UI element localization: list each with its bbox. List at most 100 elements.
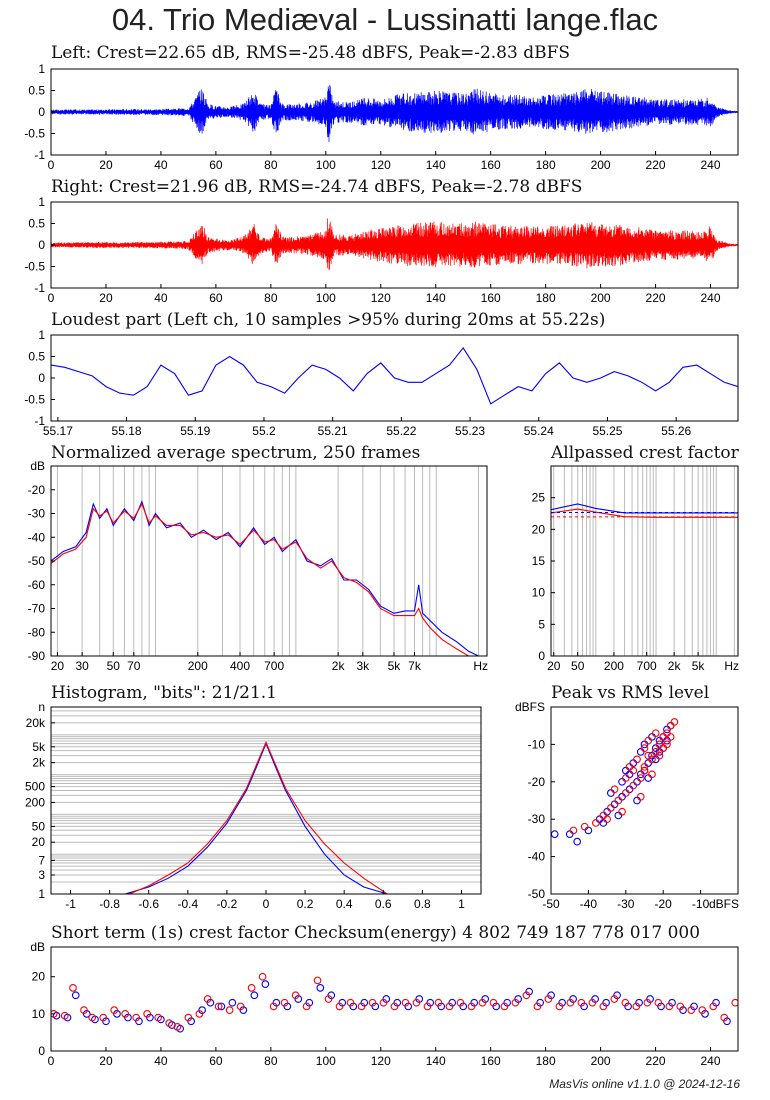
x-tick-label: 160 <box>481 291 501 305</box>
x-tick-label: 20 <box>99 158 113 172</box>
data-point <box>636 792 645 801</box>
data-point <box>621 774 630 782</box>
y-tick-label: 0 <box>538 649 545 663</box>
x-tick-label: 240 <box>701 158 721 172</box>
x-tick-label: 55.2 <box>252 424 276 438</box>
x-tick-label: 140 <box>426 291 446 305</box>
data-point <box>610 995 619 1003</box>
y-tick-label: -50 <box>528 887 546 901</box>
allpassed-crest-grid <box>553 466 735 656</box>
data-point <box>368 998 377 1007</box>
data-point <box>379 998 388 1007</box>
y-unit-label: n <box>38 700 45 714</box>
x-tick-label: 55.21 <box>318 424 348 438</box>
data-point <box>614 796 623 805</box>
short-term-crest-frame <box>50 946 739 1052</box>
x-tick-label: 30 <box>75 659 89 673</box>
data-point <box>269 1002 278 1011</box>
histogram-series-right <box>128 740 388 894</box>
y-tick-label: 5 <box>538 617 545 631</box>
data-point <box>228 998 237 1007</box>
x-tick-label: 200 <box>591 1054 611 1068</box>
x-tick-label: 2k <box>332 659 346 673</box>
peak-vs-rms-frame <box>550 706 739 895</box>
y-unit-label: dB <box>30 459 45 473</box>
x-tick-label: 20 <box>99 1054 113 1068</box>
x-tick-label: 0 <box>48 1054 55 1068</box>
x-tick-label: 55.18 <box>112 424 142 438</box>
y-tick-label: 500 <box>25 780 45 794</box>
data-point <box>335 1002 344 1011</box>
data-point <box>478 998 487 1007</box>
data-point <box>633 777 641 786</box>
data-point <box>434 998 443 1007</box>
data-point <box>184 1013 193 1022</box>
x-tick-label: -30 <box>617 897 635 911</box>
data-point <box>651 729 660 738</box>
y-tick-label: 1 <box>38 195 45 209</box>
data-point <box>629 766 638 775</box>
short-term-crest-panel: Short term (1s) crest factor Checksum(en… <box>30 923 739 1068</box>
data-point <box>644 736 653 745</box>
y-tick-label: 15 <box>532 554 546 568</box>
data-point <box>603 807 611 816</box>
data-point <box>633 796 641 805</box>
data-point <box>250 991 259 1000</box>
data-point <box>670 718 679 726</box>
x-tick-label: 180 <box>536 158 556 172</box>
y-tick-label: -70 <box>28 602 46 616</box>
data-point <box>110 1006 119 1014</box>
y-tick-label: 2k <box>32 756 46 770</box>
data-point <box>511 998 520 1007</box>
x-tick-label: 220 <box>646 1054 666 1068</box>
data-point <box>595 815 604 824</box>
page-title: 04. Trio Mediæval - Lussinatti lange.fla… <box>111 2 659 37</box>
x-tick-label: 2k <box>668 659 682 673</box>
x-tick-label: 100 <box>316 158 336 172</box>
data-point <box>324 995 333 1003</box>
x-tick-label: 100 <box>316 1054 336 1068</box>
right-waveform-series-right <box>51 218 738 271</box>
y-tick-label: 200 <box>25 795 45 809</box>
average-spectrum-frame <box>50 465 488 657</box>
x-tick-label: 120 <box>371 158 391 172</box>
data-point <box>291 991 300 1000</box>
data-point <box>555 1002 564 1011</box>
y-tick-label: -1 <box>34 281 45 295</box>
x-tick-label: 100 <box>316 291 336 305</box>
x-tick-label: 700 <box>637 659 657 673</box>
peak-vs-rms-series-left <box>551 721 675 846</box>
y-tick-label: 50 <box>32 819 46 833</box>
data-point <box>357 1002 366 1011</box>
x-tick-label: -20 <box>655 897 673 911</box>
x-tick-label: 200 <box>591 291 611 305</box>
x-tick-label: 50 <box>571 659 585 673</box>
x-tick-label: -10 <box>692 897 710 911</box>
y-unit-label: dB <box>30 940 45 954</box>
x-tick-label: 7k <box>408 659 422 673</box>
y-tick-label: 1 <box>38 328 45 342</box>
data-point <box>603 815 611 824</box>
x-unit-label: dBFS <box>709 897 739 911</box>
x-tick-label: 200 <box>591 158 611 172</box>
x-tick-label: 140 <box>426 158 446 172</box>
data-point <box>99 1013 108 1022</box>
data-point <box>500 1002 509 1011</box>
y-tick-label: -20 <box>528 775 546 789</box>
x-tick-label: 20 <box>99 291 113 305</box>
data-point <box>247 984 256 992</box>
data-point <box>625 762 634 771</box>
x-tick-label: 55.23 <box>455 424 485 438</box>
data-point <box>302 1002 311 1011</box>
data-point <box>580 822 589 831</box>
data-point <box>618 792 626 801</box>
x-unit-label: Hz <box>724 659 739 673</box>
x-tick-label: 55.26 <box>661 424 691 438</box>
y-tick-label: 0 <box>38 105 45 119</box>
data-point <box>621 789 630 797</box>
data-point <box>629 759 638 767</box>
data-point <box>606 804 615 812</box>
data-point <box>665 1002 674 1011</box>
short-term-crest-series-right <box>51 972 738 1031</box>
data-point <box>640 762 649 771</box>
